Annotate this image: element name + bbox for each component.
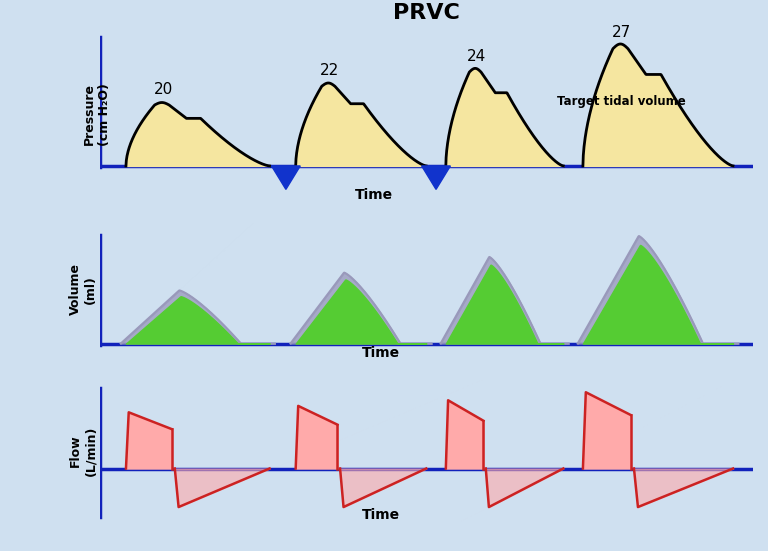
Text: 24: 24 — [467, 49, 486, 64]
Text: Time: Time — [362, 347, 399, 360]
Title: PRVC: PRVC — [392, 3, 460, 23]
Y-axis label: Flow
(L/min): Flow (L/min) — [69, 425, 97, 476]
Text: Target tidal volume: Target tidal volume — [557, 95, 686, 108]
Y-axis label: Pressure
(cm H₂O): Pressure (cm H₂O) — [83, 83, 111, 146]
Y-axis label: Volume
(ml): Volume (ml) — [69, 263, 97, 315]
Polygon shape — [422, 166, 450, 190]
Polygon shape — [272, 166, 300, 190]
Text: 22: 22 — [320, 63, 339, 78]
Text: 20: 20 — [154, 82, 173, 97]
Text: 27: 27 — [612, 25, 631, 40]
Text: Time: Time — [362, 508, 399, 522]
Text: Time: Time — [355, 188, 393, 202]
